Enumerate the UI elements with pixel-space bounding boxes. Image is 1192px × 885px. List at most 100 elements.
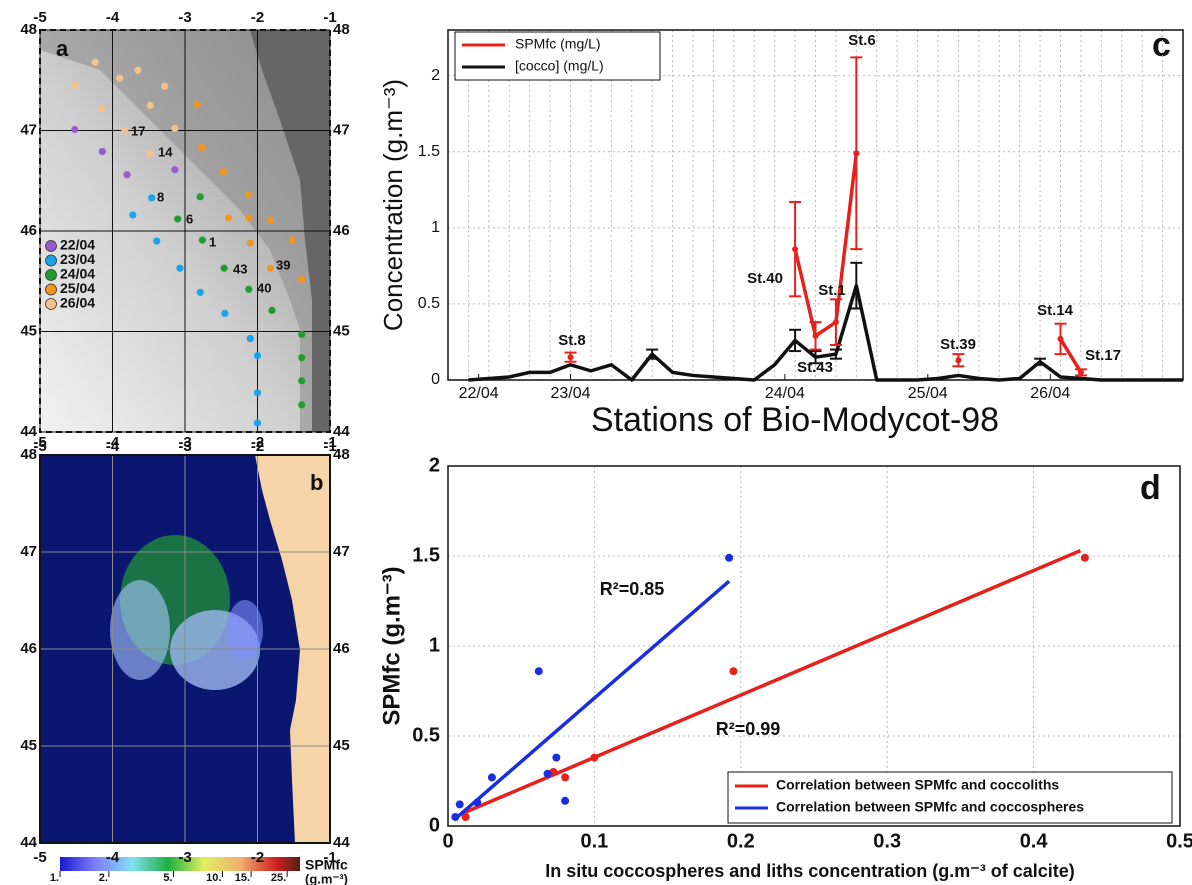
y-axis-label: Concentration (g.m⁻³): [378, 79, 408, 331]
station-point: [253, 419, 262, 427]
plot-frame: [447, 29, 1184, 381]
station-point: [71, 125, 79, 134]
y-tick-label: 46: [20, 640, 37, 657]
y-tick-label: 2: [429, 454, 440, 476]
y-tick-label: 1: [431, 219, 440, 236]
plot-frame: [447, 465, 1181, 827]
station-point: [253, 352, 262, 360]
colorbar-tick-label: 1.: [50, 872, 59, 884]
data-point: [461, 813, 470, 821]
y-tick-label: 46: [20, 222, 37, 239]
station-point: [171, 124, 179, 133]
colorbar-tick-label: 2.: [99, 872, 108, 884]
station-label: 40: [257, 280, 271, 295]
station-point: [176, 264, 184, 272]
y-axis-label: SPMfc (g.m⁻³): [378, 566, 405, 725]
panel-label: c: [1152, 26, 1171, 64]
station-point: [153, 237, 161, 245]
y-tick-label: 47: [20, 121, 37, 138]
x-tick-label: 23/04: [550, 385, 590, 402]
y-tick-label: 44: [333, 423, 350, 440]
series-line: [793, 153, 1083, 374]
legend-label: 22/04: [60, 237, 95, 253]
station-point: [253, 389, 262, 397]
y-tick-label: 48: [20, 446, 37, 463]
legend-box: [454, 31, 661, 81]
x-axis-label: Stations of Bio-Modycot-98: [591, 401, 999, 439]
x-tick-label: 0.2: [727, 830, 755, 852]
data-point: [590, 753, 599, 762]
station-annotation: St.14: [1037, 302, 1074, 319]
y-tick-label: 0: [429, 814, 440, 836]
station-point: [298, 330, 306, 339]
data-point: [473, 798, 482, 807]
station-point: [224, 214, 233, 222]
y-tick-label: 44: [333, 834, 350, 851]
legend-label: 26/04: [60, 295, 95, 311]
x-tick-label: 0.4: [1020, 830, 1049, 852]
station-annotation: St.8: [558, 332, 586, 349]
station-point: [245, 214, 253, 222]
station-point: [298, 275, 306, 283]
x-tick-label: -3: [178, 849, 191, 866]
station-point: [266, 264, 275, 272]
x-tick-label: -4: [106, 9, 120, 26]
station-annotation: St.39: [940, 336, 976, 353]
data-point: [552, 753, 561, 762]
station-annotation: St.40: [747, 270, 783, 287]
y-tick-label: 0.5: [418, 295, 440, 312]
x-tick-label: -1: [323, 9, 336, 26]
station-point: [174, 215, 182, 223]
x-tick-label: -2: [251, 9, 264, 26]
data-point: [543, 769, 552, 778]
data-point: [725, 553, 734, 562]
y-tick-label: 44: [20, 834, 37, 851]
station-point: [198, 236, 206, 244]
legend-label: Correlation between SPMfc and coccoliths: [776, 777, 1059, 793]
y-tick-label: 2: [431, 67, 440, 84]
map-frame: [39, 29, 331, 433]
x-tick-label: -2: [251, 849, 264, 866]
panel-label: b: [310, 470, 323, 495]
data-point: [561, 773, 570, 782]
station-point: [98, 104, 106, 112]
y-tick-label: 0.5: [412, 724, 440, 746]
y-tick-label: 0: [431, 371, 440, 388]
data-point: [487, 773, 496, 782]
data-point: [561, 796, 570, 805]
station-point: [246, 239, 254, 247]
y-tick-label: 46: [333, 640, 350, 657]
y-tick-label: 1: [429, 634, 440, 656]
data-point: [1080, 553, 1089, 562]
station-annotation: St.6: [848, 32, 876, 49]
station-annotation: St.1: [818, 282, 846, 299]
y-tick-label: 48: [333, 446, 350, 463]
legend-marker: [45, 254, 57, 267]
x-axis-label: In situ coccospheres and liths concentra…: [545, 861, 1075, 881]
colorbar-tick-label: 5.: [163, 872, 172, 884]
station-point: [161, 82, 169, 90]
station-point: [146, 150, 154, 158]
station-point: [288, 236, 296, 244]
y-tick-label: 47: [333, 121, 350, 138]
colorbar-tick-label: 10.: [206, 872, 221, 884]
x-tick-label: -5: [33, 438, 46, 455]
x-tick-label: -5: [33, 9, 46, 26]
y-tick-label: 47: [333, 543, 350, 560]
station-point: [134, 66, 142, 74]
panel-label: d: [1140, 469, 1161, 507]
x-tick-label: 24/04: [765, 385, 805, 402]
legend-label: [cocco] (mg/L): [515, 58, 604, 74]
station-point: [246, 334, 254, 343]
station-label: 17: [131, 123, 145, 138]
station-point: [298, 401, 306, 409]
station-point: [146, 101, 154, 109]
colorbar-unit: (g.m⁻³): [305, 871, 348, 885]
x-tick-label: -3: [178, 434, 191, 451]
y-tick-label: 1.5: [418, 143, 440, 160]
y-tick-label: 45: [333, 737, 350, 754]
station-point: [198, 143, 206, 152]
annotation: R²=0.99: [716, 719, 781, 739]
station-point: [245, 191, 253, 199]
